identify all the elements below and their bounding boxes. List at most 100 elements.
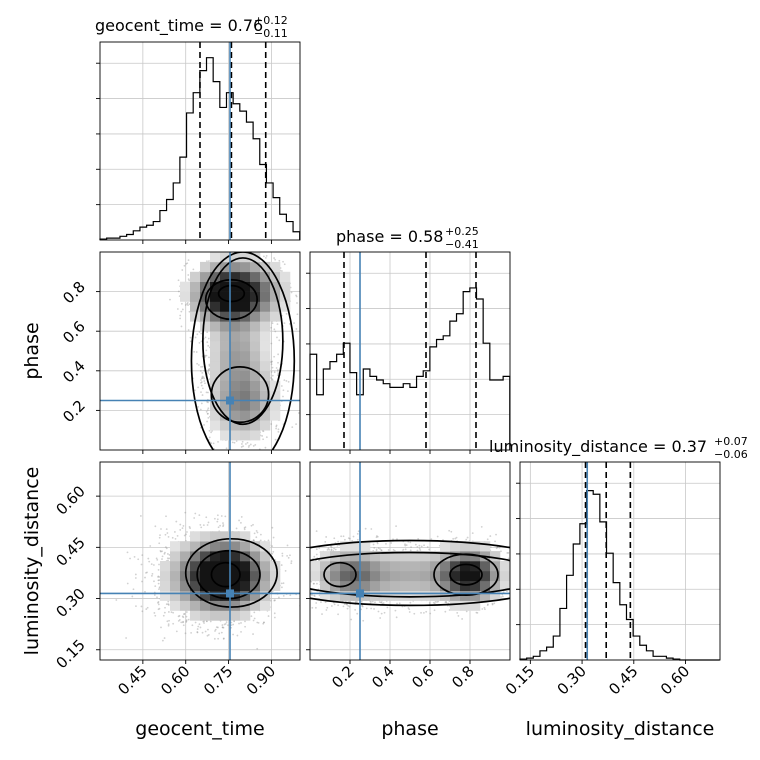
sample-point: [252, 445, 255, 447]
sample-point: [286, 390, 289, 393]
sample-point: [207, 628, 209, 631]
sample-point: [182, 525, 185, 527]
sample-point: [196, 333, 199, 336]
sample-point: [220, 515, 223, 517]
sample-point: [159, 550, 162, 552]
sample-point: [168, 557, 171, 560]
sample-point: [177, 615, 180, 618]
sample-point: [230, 624, 233, 627]
sample-point: [201, 631, 204, 634]
sample-point: [276, 369, 279, 371]
sample-point: [247, 446, 250, 448]
sample-point: [205, 410, 208, 413]
sample-point: [243, 451, 245, 453]
sample-point: [207, 368, 210, 371]
sample-point: [301, 284, 303, 286]
sample-point: [167, 604, 170, 606]
sample-point: [288, 323, 291, 325]
sample-point: [273, 371, 276, 374]
sample-point: [207, 344, 210, 347]
sample-point: [200, 381, 203, 383]
sample-point: [271, 378, 274, 381]
sample-point: [205, 354, 208, 357]
sample-point: [163, 637, 166, 639]
sample-point: [186, 302, 189, 304]
sample-point: [261, 435, 264, 437]
sample-point: [281, 586, 283, 589]
sample-point: [185, 620, 188, 623]
sample-point: [158, 542, 161, 545]
sample-point: [207, 391, 209, 394]
sample-point: [244, 625, 246, 628]
sample-point: [282, 389, 285, 392]
sample-point: [177, 290, 180, 293]
sample-point: [241, 443, 243, 445]
sample-point: [207, 337, 210, 340]
sample-point: [301, 283, 303, 285]
sample-point: [198, 514, 201, 517]
sample-point: [151, 572, 154, 575]
sample-point: [271, 379, 274, 382]
sample-point: [199, 626, 202, 629]
sample-point: [275, 424, 278, 427]
sample-point: [278, 339, 281, 342]
sample-point: [175, 630, 178, 633]
sample-point: [274, 330, 277, 333]
sample-point: [259, 533, 262, 536]
sample-point: [200, 391, 202, 394]
sample-point: [209, 620, 212, 623]
sample-point: [221, 249, 223, 251]
panel-grid-1-1: [310, 252, 510, 450]
sample-point: [252, 633, 254, 635]
sample-point: [169, 298, 171, 301]
sample-point: [255, 530, 258, 532]
sample-point: [252, 619, 255, 622]
sample-point: [250, 615, 253, 618]
sample-point: [126, 551, 129, 554]
sample-point: [278, 596, 280, 599]
sample-point: [237, 243, 239, 245]
sample-point: [172, 622, 175, 625]
sample-point: [283, 263, 286, 266]
sample-point: [197, 625, 200, 628]
sample-point: [157, 603, 160, 606]
sample-point: [175, 520, 178, 523]
sample-point: [167, 600, 170, 603]
sample-point: [187, 274, 190, 276]
sample-point: [235, 527, 238, 530]
sample-point: [273, 616, 276, 619]
sample-point: [287, 556, 290, 559]
sample-point: [157, 582, 160, 585]
sample-point: [157, 608, 160, 611]
sample-point: [208, 364, 211, 367]
sample-point: [284, 247, 286, 249]
sample-point: [202, 376, 205, 379]
sample-point: [222, 522, 224, 524]
sample-point: [301, 542, 303, 544]
sample-point: [240, 446, 243, 448]
sample-point: [275, 425, 278, 428]
sample-point: [238, 519, 240, 522]
sample-point: [281, 552, 284, 555]
sample-point: [205, 620, 208, 623]
sample-point: [272, 550, 275, 553]
sample-point: [231, 441, 234, 444]
sample-point: [166, 557, 169, 560]
sample-point: [212, 442, 215, 445]
sample-point: [207, 401, 209, 404]
sample-point: [275, 367, 278, 369]
sample-point: [271, 366, 274, 369]
sample-point: [201, 365, 204, 368]
sample-point: [159, 534, 161, 537]
sample-point: [271, 322, 274, 325]
sample-point: [166, 620, 169, 623]
sample-point: [209, 441, 212, 444]
sample-point: [206, 634, 209, 637]
sample-point: [256, 647, 259, 650]
sample-point: [204, 382, 206, 385]
sample-point: [156, 596, 158, 599]
sample-point: [303, 258, 305, 260]
sample-point: [158, 579, 161, 582]
sample-point: [236, 634, 239, 637]
sample-point: [312, 279, 314, 281]
